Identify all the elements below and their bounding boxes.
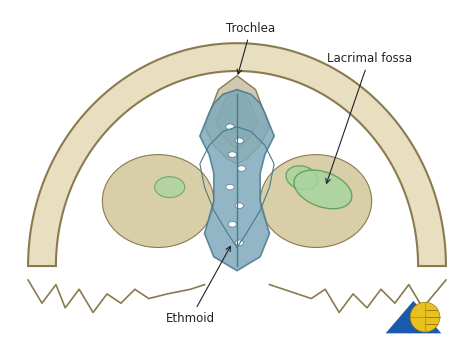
Ellipse shape xyxy=(237,166,246,171)
Polygon shape xyxy=(385,301,441,333)
Ellipse shape xyxy=(228,221,237,227)
Text: Trochlea: Trochlea xyxy=(227,21,275,74)
Ellipse shape xyxy=(235,240,244,246)
Text: Lacrimal fossa: Lacrimal fossa xyxy=(326,52,412,183)
Ellipse shape xyxy=(235,138,244,144)
Ellipse shape xyxy=(228,152,237,157)
Polygon shape xyxy=(200,90,274,271)
Polygon shape xyxy=(28,43,446,266)
Ellipse shape xyxy=(226,184,234,190)
Ellipse shape xyxy=(286,166,318,190)
Ellipse shape xyxy=(226,124,234,130)
Ellipse shape xyxy=(294,170,352,209)
Text: Ethmoid: Ethmoid xyxy=(166,246,230,325)
Circle shape xyxy=(410,302,440,332)
Polygon shape xyxy=(204,76,270,164)
Ellipse shape xyxy=(260,154,372,247)
Ellipse shape xyxy=(155,177,185,198)
Polygon shape xyxy=(216,90,258,150)
Ellipse shape xyxy=(235,203,244,208)
Ellipse shape xyxy=(102,154,214,247)
